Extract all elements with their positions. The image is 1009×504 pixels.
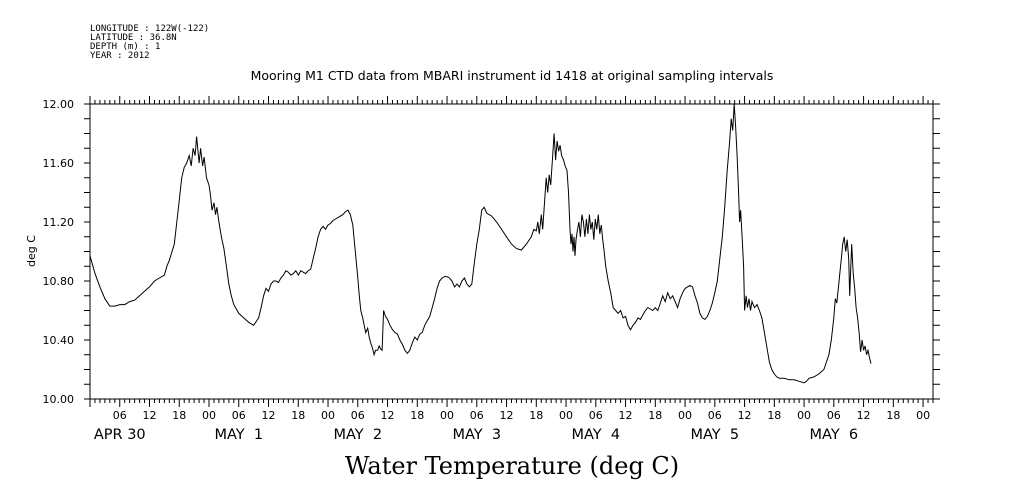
plot-frame — [89, 103, 934, 400]
day-label: MAY 3 — [452, 427, 501, 443]
day-label: APR 30 — [94, 427, 146, 443]
x-tick-label: 06 — [708, 409, 722, 422]
metadata-block: LONGITUDE : 122W(-122) LATITUDE : 36.8N … — [90, 24, 209, 61]
day-label: MAY 4 — [571, 427, 620, 443]
axis-ticks — [84, 96, 940, 407]
y-tick-labels: 10.00 10.40 10.80 11.20 11.60 12.00 — [43, 98, 75, 406]
y-tick-label: 10.00 — [43, 393, 75, 406]
chart-title: Mooring M1 CTD data from MBARI instrumen… — [251, 68, 774, 83]
x-tick-label: 18 — [529, 409, 543, 422]
x-tick-label: 00 — [321, 409, 335, 422]
day-label: MAY 1 — [214, 427, 263, 443]
x-tick-label: 00 — [440, 409, 454, 422]
x-tick-label: 12 — [143, 409, 157, 422]
y-tick-label: 10.40 — [43, 334, 75, 347]
x-tick-label: 12 — [738, 409, 752, 422]
x-tick-label: 18 — [767, 409, 781, 422]
x-tick-label: 12 — [619, 409, 633, 422]
x-tick-label: 06 — [470, 409, 484, 422]
y-tick-label: 12.00 — [43, 98, 75, 111]
x-tick-label: 18 — [410, 409, 424, 422]
x-tick-label: 06 — [113, 409, 127, 422]
x-tick-label: 00 — [202, 409, 216, 422]
day-labels: APR 30 MAY 1 MAY 2 MAY 3 MAY 4 MAY 5 MAY 6 — [94, 427, 858, 443]
day-label: MAY 2 — [333, 427, 382, 443]
y-tick-label: 11.60 — [43, 157, 75, 170]
x-tick-label: 12 — [857, 409, 871, 422]
x-tick-label: 12 — [500, 409, 514, 422]
x-tick-label: 00 — [797, 409, 811, 422]
temperature-series-line — [89, 103, 872, 384]
x-axis-title: Water Temperature (deg C) — [345, 452, 679, 480]
y-tick-label: 11.20 — [43, 216, 75, 229]
x-tick-label: 18 — [172, 409, 186, 422]
meta-longitude: LONGITUDE : 122W(-122) — [90, 24, 209, 34]
x-tick-label: 12 — [381, 409, 395, 422]
meta-depth: DEPTH (m) : 1 — [90, 42, 160, 52]
x-tick-label: 18 — [648, 409, 662, 422]
x-tick-label: 06 — [589, 409, 603, 422]
y-tick-label: 10.80 — [43, 275, 75, 288]
x-tick-label: 12 — [262, 409, 276, 422]
meta-latitude: LATITUDE : 36.8N — [90, 33, 177, 43]
meta-year: YEAR : 2012 — [90, 51, 150, 61]
x-tick-labels: 06 12 18 00 06 12 18 00 06 12 18 00 06 12 18 00 06 12 18 00… — [113, 409, 930, 422]
y-axis-label: deg C — [25, 235, 38, 267]
x-tick-label: 06 — [827, 409, 841, 422]
x-tick-label: 06 — [351, 409, 365, 422]
x-tick-label: 18 — [291, 409, 305, 422]
x-tick-label: 06 — [232, 409, 246, 422]
x-tick-label: 00 — [678, 409, 692, 422]
x-tick-label: 00 — [916, 409, 930, 422]
day-label: MAY 6 — [810, 427, 859, 443]
x-tick-label: 00 — [559, 409, 573, 422]
x-tick-label: 18 — [886, 409, 900, 422]
day-label: MAY 5 — [691, 427, 740, 443]
